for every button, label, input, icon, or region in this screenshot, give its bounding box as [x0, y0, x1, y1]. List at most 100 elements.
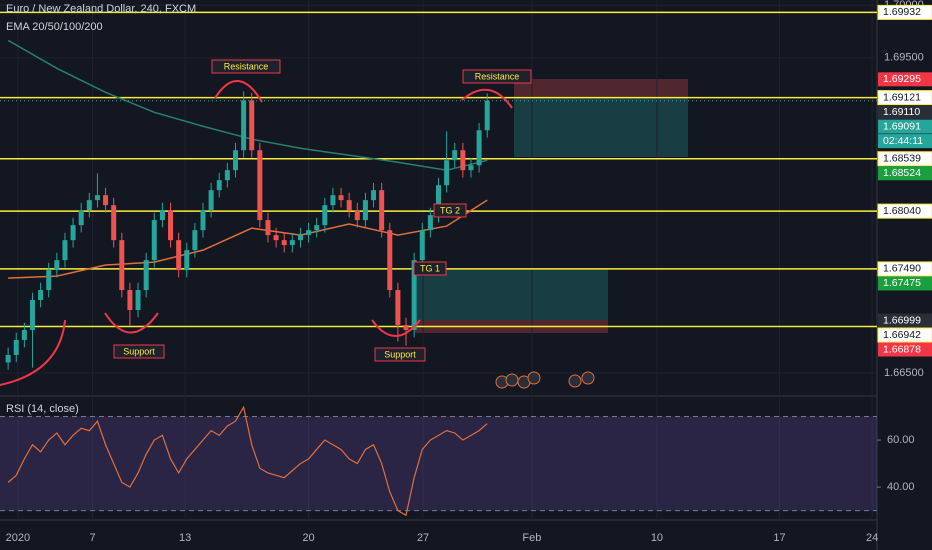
price-label: 1.68539 — [883, 153, 921, 165]
candle-body — [468, 165, 474, 171]
price-label-bg — [877, 151, 932, 167]
rsi-tick-label: 60.00 — [887, 434, 915, 446]
event-icon[interactable] — [527, 371, 541, 385]
candle-body — [460, 150, 466, 171]
price-label-bg — [877, 261, 932, 277]
candle-body — [143, 260, 149, 291]
candle-body — [151, 220, 157, 261]
annotation-box — [374, 347, 426, 362]
price-label-bg — [878, 119, 932, 134]
x-tick-label: 17 — [773, 532, 785, 544]
target-zone — [415, 269, 608, 320]
rsi-band — [0, 416, 877, 511]
candle-body — [62, 240, 68, 261]
x-tick-label: 27 — [417, 532, 429, 544]
candle-body — [46, 270, 52, 291]
candle-body — [176, 240, 182, 271]
candle-body — [21, 329, 27, 340]
arc — [214, 80, 263, 103]
event-icon[interactable] — [568, 374, 582, 388]
candle-body — [208, 190, 214, 211]
candle-body — [249, 100, 255, 151]
price-label-bg — [878, 166, 932, 181]
price-label: 1.66878 — [883, 343, 921, 355]
candle-body — [257, 150, 263, 221]
candle-body — [192, 230, 198, 251]
x-tick-label: 13 — [179, 532, 191, 544]
candle-body — [232, 150, 238, 171]
candle-body — [395, 290, 401, 326]
candle-body — [29, 300, 35, 330]
candle-body — [5, 354, 11, 363]
candle-body — [265, 220, 271, 236]
candle-body — [436, 185, 441, 216]
annotation: Resistance — [224, 61, 269, 71]
x-tick-label: Feb — [522, 532, 541, 544]
candle-body — [484, 100, 490, 131]
candle-body — [273, 235, 279, 241]
event-icon[interactable] — [581, 371, 595, 385]
x-tick-label: 7 — [90, 532, 96, 544]
candle-body — [338, 195, 344, 201]
price-label-bg — [877, 327, 932, 343]
price-label: 1.69932 — [883, 6, 921, 18]
rsi-title: RSI (14, close) — [6, 403, 79, 415]
candle-body — [200, 210, 206, 231]
candle-body — [379, 190, 385, 231]
candle-body — [78, 210, 84, 226]
candle-body — [411, 260, 417, 330]
candle-body — [159, 210, 165, 221]
candle-body — [281, 240, 287, 246]
candle-body — [387, 230, 393, 291]
candle-body — [354, 210, 360, 221]
price-label-bg — [877, 90, 932, 106]
position-tools — [415, 79, 688, 333]
rsi-tick-label: 40.00 — [887, 481, 915, 493]
x-tick-label: 10 — [651, 532, 663, 544]
x-tick-label: 24 — [866, 532, 878, 544]
price-label: 1.69121 — [883, 91, 921, 103]
price-label: 1.69091 — [883, 120, 921, 132]
candle-body — [111, 205, 117, 241]
candle-body — [403, 325, 409, 330]
candle-body — [346, 200, 352, 211]
candle-body — [371, 190, 377, 201]
x-tick-label: 2020 — [6, 532, 30, 544]
price-label-bg — [878, 276, 932, 291]
candle-body — [135, 290, 141, 311]
price-label: 1.67490 — [883, 263, 921, 275]
candle-body — [476, 130, 482, 166]
price-label-bg — [878, 313, 932, 328]
candle-body — [216, 180, 222, 191]
stop-zone — [514, 79, 688, 98]
price-label: 1.66999 — [883, 314, 921, 326]
price-label: 1.67475 — [883, 277, 921, 289]
candle-body — [54, 260, 60, 271]
candle-body — [452, 150, 458, 161]
annotation: Support — [123, 346, 155, 356]
candle-body — [168, 210, 174, 241]
arc — [0, 319, 66, 386]
arc — [461, 88, 513, 109]
annotation-box — [113, 344, 165, 359]
annotation-box — [433, 203, 467, 218]
annotation: Resistance — [475, 71, 520, 81]
candle-body — [444, 160, 450, 186]
rsi-line — [7, 405, 488, 517]
arc — [371, 319, 421, 337]
price-label-bg — [878, 72, 932, 87]
price-label: 1.68524 — [883, 167, 921, 179]
chart-title: Euro / New Zealand Dollar, 240, FXCM — [6, 3, 196, 15]
candle-body — [184, 250, 190, 271]
price-label-bg — [877, 4, 932, 20]
event-icons — [495, 371, 595, 389]
annotation: Support — [384, 349, 416, 359]
candle-body — [289, 240, 295, 246]
candle-body — [297, 235, 303, 241]
event-icon[interactable] — [505, 373, 519, 387]
candle-body — [13, 339, 19, 355]
price-label: 02:44:11 — [883, 135, 923, 147]
price-label-bg — [877, 203, 932, 219]
